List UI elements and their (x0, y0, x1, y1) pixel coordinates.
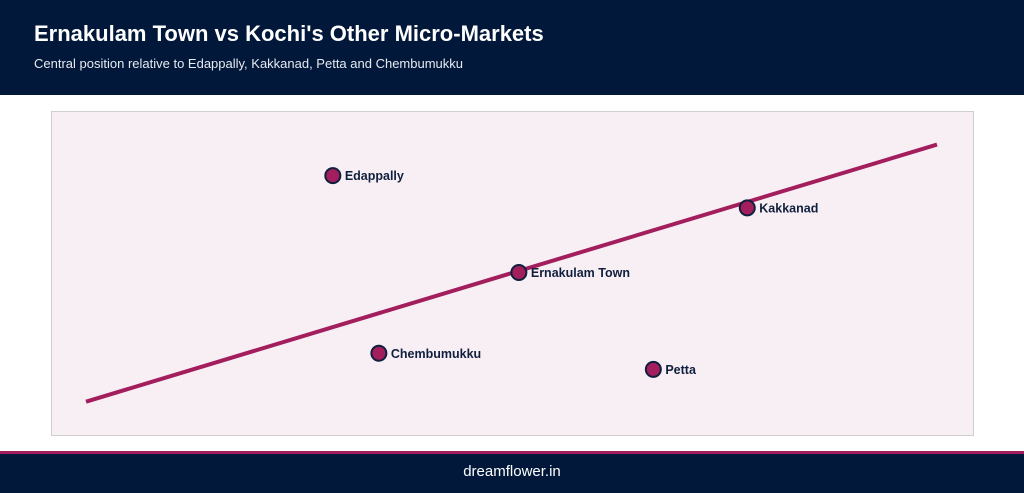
point-label: Kakkanad (759, 201, 818, 215)
chart-header: Ernakulam Town vs Kochi's Other Micro-Ma… (0, 0, 1024, 95)
point-marker[interactable] (324, 167, 342, 185)
footer-accent-line (0, 451, 1024, 454)
data-point-kakkanad[interactable]: Kakkanad (738, 199, 819, 217)
point-label: Edappally (345, 169, 404, 183)
data-point-ernakulam-town[interactable]: Ernakulam Town (510, 264, 630, 281)
point-marker[interactable] (510, 264, 528, 281)
data-point-chembumukku[interactable]: Chembumukku (370, 344, 481, 362)
footer-site-link[interactable]: dreamflower.in (463, 463, 561, 480)
footer: dreamflower.in (0, 454, 1024, 493)
point-label: Petta (665, 363, 697, 377)
point-marker[interactable] (370, 344, 388, 362)
chart-title: Ernakulam Town vs Kochi's Other Micro-Ma… (34, 21, 544, 46)
point-marker[interactable] (738, 199, 756, 217)
data-point-edappally[interactable]: Edappally (324, 167, 404, 185)
point-label: Ernakulam Town (531, 266, 630, 280)
point-marker[interactable] (644, 360, 662, 378)
data-point-petta[interactable]: Petta (644, 360, 697, 378)
chart-subtitle: Central position relative to Edappally, … (34, 56, 464, 71)
point-label: Chembumukku (391, 347, 481, 361)
